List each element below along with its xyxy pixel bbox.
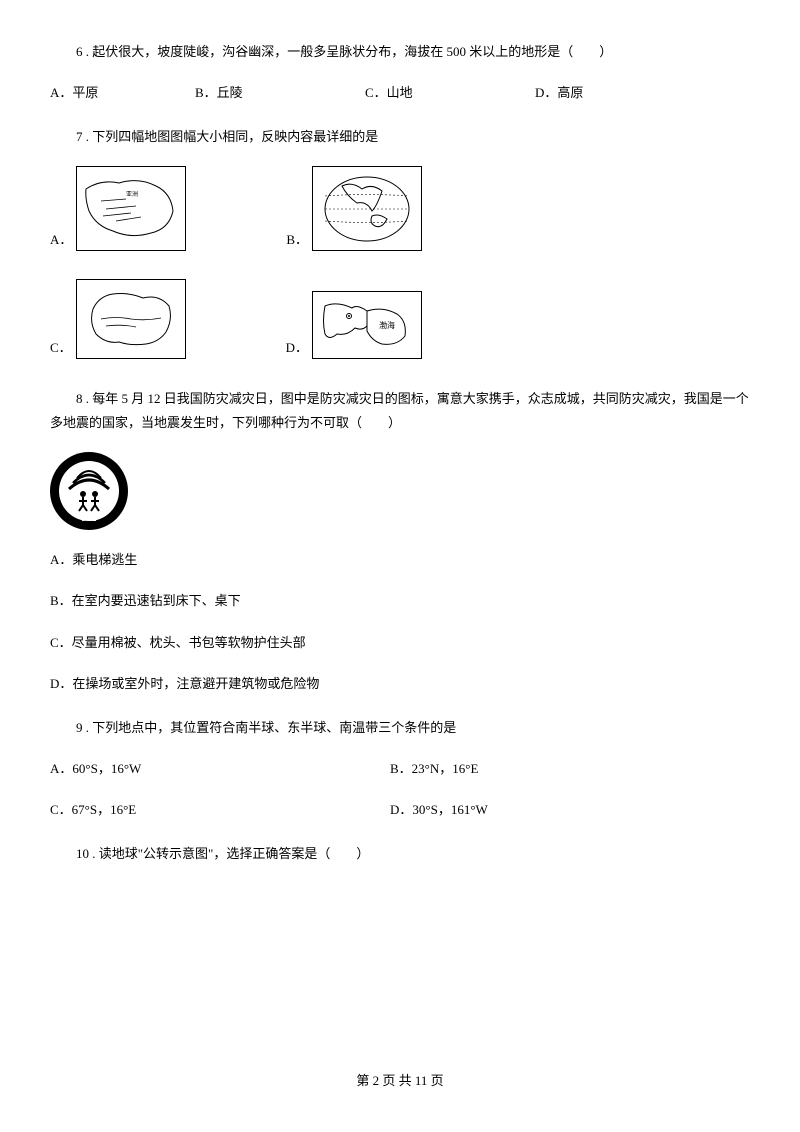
q9-option-c: C．67°S，16°E [50, 798, 390, 821]
q8-option-d: D．在操场或室外时，注意避开建筑物或危险物 [50, 672, 750, 695]
q8-option-c: C．尽量用棉被、枕头、书包等软物护住头部 [50, 631, 750, 654]
question-6: 6 . 起伏很大，坡度陡峻，沟谷幽深，一般多呈脉状分布，海拔在 500 米以上的… [50, 40, 750, 105]
q6-option-a: A．平原 [50, 81, 195, 104]
q9-option-b: B．23°N，16°E [390, 757, 750, 780]
question-9: 9 . 下列地点中，其位置符合南半球、东半球、南温带三个条件的是 A．60°S，… [50, 716, 750, 822]
question-10-text: 10 . 读地球"公转示意图"，选择正确答案是（ ） [50, 842, 750, 865]
question-7-text: 7 . 下列四幅地图图幅大小相同，反映内容最详细的是 [50, 125, 750, 148]
q8-option-a: A．乘电梯逃生 [50, 548, 750, 571]
map-globe-icon [317, 171, 417, 246]
q9-option-a: A．60°S，16°W [50, 757, 390, 780]
q7-map-item-d: D． 渤海 [286, 291, 422, 359]
disaster-logo-container: 5·12 [50, 452, 750, 530]
q7-label-a: A． [50, 228, 72, 251]
q6-option-b: B．丘陵 [195, 81, 365, 104]
question-10: 10 . 读地球"公转示意图"，选择正确答案是（ ） [50, 842, 750, 865]
svg-text:渤海: 渤海 [379, 320, 395, 330]
question-8-text: 8 . 每年 5 月 12 日我国防灾减灾日，图中是防灾减灾日的图标，寓意大家携… [50, 387, 750, 434]
q7-map-c [76, 279, 186, 359]
q6-option-c: C．山地 [365, 81, 535, 104]
question-9-text: 9 . 下列地点中，其位置符合南半球、东半球、南温带三个条件的是 [50, 716, 750, 739]
q7-label-d: D． [286, 336, 308, 359]
q7-map-row-2: C． D． 渤海 [50, 279, 750, 359]
q7-map-item-a: A． 亚洲 [50, 166, 186, 251]
map-asia-icon: 亚洲 [81, 171, 181, 246]
q7-label-c: C． [50, 336, 72, 359]
q7-label-b: B． [286, 228, 308, 251]
q6-option-d: D．高原 [535, 81, 750, 104]
page-footer: 第 2 页 共 11 页 [0, 1069, 800, 1092]
q8-option-b: B．在室内要迅速钻到床下、桌下 [50, 589, 750, 612]
logo-date-text: 5·12 [50, 512, 128, 526]
map-bohai-icon: 渤海 [317, 296, 417, 354]
question-6-text: 6 . 起伏很大，坡度陡峻，沟谷幽深，一般多呈脉状分布，海拔在 500 米以上的… [50, 40, 750, 63]
q7-map-item-b: B． [286, 166, 422, 251]
q9-options-row2: C．67°S，16°E D．30°S，161°W [50, 798, 750, 821]
question-8: 8 . 每年 5 月 12 日我国防灾减灾日，图中是防灾减灾日的图标，寓意大家携… [50, 387, 750, 695]
question-7: 7 . 下列四幅地图图幅大小相同，反映内容最详细的是 A． 亚洲 B． [50, 125, 750, 359]
map-china-icon [81, 284, 181, 354]
q7-map-b [312, 166, 422, 251]
q9-option-d: D．30°S，161°W [390, 798, 750, 821]
q7-map-row-1: A． 亚洲 B． [50, 166, 750, 251]
disaster-logo-icon: 5·12 [50, 452, 128, 530]
q9-options-row1: A．60°S，16°W B．23°N，16°E [50, 757, 750, 780]
q7-map-a: 亚洲 [76, 166, 186, 251]
question-6-options: A．平原 B．丘陵 C．山地 D．高原 [50, 81, 750, 104]
q8-options: A．乘电梯逃生 B．在室内要迅速钻到床下、桌下 C．尽量用棉被、枕头、书包等软物… [50, 548, 750, 696]
q7-map-item-c: C． [50, 279, 186, 359]
svg-text:亚洲: 亚洲 [126, 191, 138, 198]
q7-map-d: 渤海 [312, 291, 422, 359]
